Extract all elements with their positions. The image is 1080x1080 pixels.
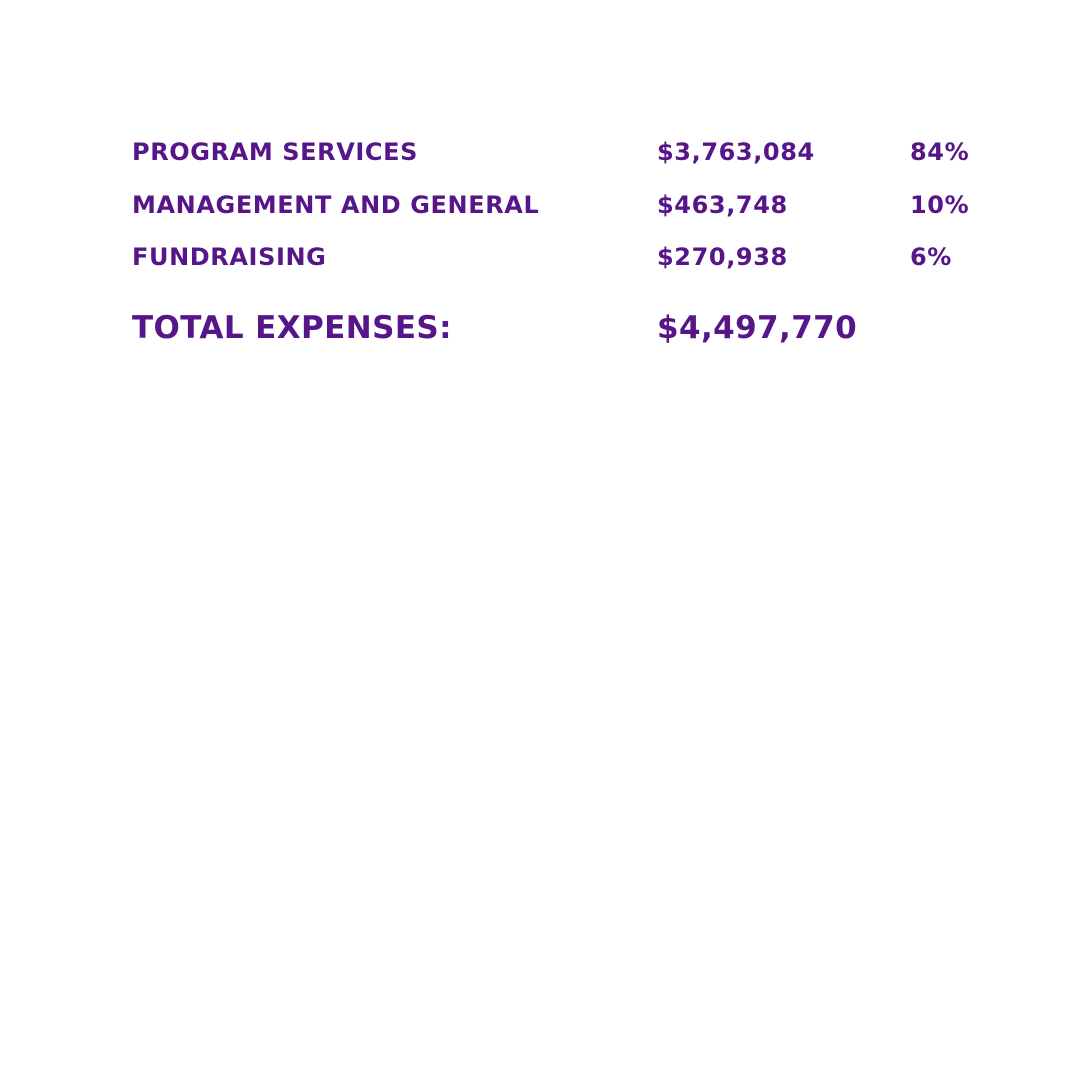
expense-label: FUNDRAISING xyxy=(132,243,327,271)
expense-percent: 10% xyxy=(910,190,970,219)
expense-percent: 84% xyxy=(910,138,970,166)
total-expenses-amount: $4,497,770 xyxy=(657,309,858,346)
table-row: MANAGEMENT AND GENERAL $463,748 10% xyxy=(132,179,992,232)
table-row: PROGRAM SERVICES $3,763,084 84% xyxy=(132,126,992,179)
total-expenses-label: TOTAL EXPENSES: xyxy=(132,309,452,346)
expense-label: MANAGEMENT AND GENERAL xyxy=(132,190,540,219)
expense-amount: $3,763,084 xyxy=(657,138,815,166)
expense-summary-table: PROGRAM SERVICES $3,763,084 84% MANAGEME… xyxy=(132,126,992,350)
expense-amount: $463,748 xyxy=(657,190,788,219)
total-row: TOTAL EXPENSES: $4,497,770 xyxy=(132,306,992,350)
table-row: FUNDRAISING $270,938 6% xyxy=(132,231,992,284)
expense-amount: $270,938 xyxy=(657,243,788,271)
expense-percent: 6% xyxy=(910,243,952,271)
expense-label: PROGRAM SERVICES xyxy=(132,138,419,166)
